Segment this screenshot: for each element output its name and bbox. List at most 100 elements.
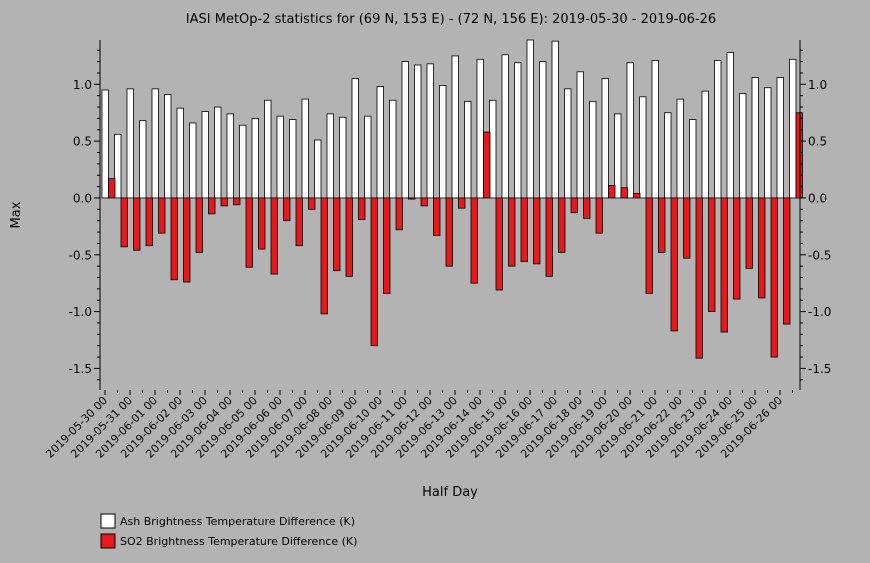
so2-bar (545, 197, 553, 277)
ash-bar (751, 77, 759, 199)
ash-bar (226, 113, 234, 199)
ash-bar (364, 115, 372, 199)
so2-bar (620, 187, 628, 199)
ash-bar (451, 55, 459, 199)
y-axis-label: Max (9, 201, 24, 228)
so2-bar (408, 197, 416, 200)
so2-bar (120, 197, 128, 248)
ash-bar (776, 77, 784, 199)
ash-bar (526, 39, 534, 199)
ash-bar (176, 107, 184, 199)
so2-bar (658, 197, 666, 253)
ash-bar (589, 100, 597, 199)
ash-bar (289, 119, 297, 199)
bars-layer (101, 39, 803, 359)
so2-bar (683, 197, 691, 259)
so2-bar (245, 197, 253, 268)
ash-bar (689, 119, 697, 199)
ash-bar (651, 60, 659, 199)
ash-bar (201, 111, 209, 199)
y-tick-label-right: -0.5 (808, 248, 831, 262)
so2-bar (758, 197, 766, 299)
legend-label: SO2 Brightness Temperature Difference (K… (120, 535, 357, 548)
so2-bar (170, 197, 178, 281)
so2-bar (733, 197, 741, 300)
ash-bar (714, 60, 722, 199)
so2-bar (570, 197, 578, 214)
so2-bar (520, 197, 528, 262)
ash-bar (626, 62, 634, 199)
so2-bar (445, 197, 453, 267)
ash-bar (414, 64, 422, 199)
ash-bar (639, 96, 647, 199)
ash-bar (464, 100, 472, 199)
legend-swatch (100, 533, 116, 549)
so2-bar (183, 197, 191, 283)
legend-swatch (100, 513, 116, 529)
so2-bar (195, 197, 203, 253)
so2-bar (145, 197, 153, 247)
ash-bar (726, 52, 734, 199)
so2-bar (670, 197, 678, 332)
ash-bar (326, 113, 334, 199)
legend: Ash Brightness Temperature Difference (K… (100, 513, 357, 549)
so2-bar (158, 197, 166, 234)
ash-bar (564, 88, 572, 199)
y-tick-label-left: 1.0 (73, 78, 92, 92)
ash-bar (314, 139, 322, 199)
ash-bar (476, 58, 484, 199)
y-tick-label-right: 1.0 (808, 78, 827, 92)
ash-bar (264, 99, 272, 199)
so2-bar (645, 197, 653, 294)
y-tick-label-right: -1.0 (808, 305, 831, 319)
so2-bar (708, 197, 716, 312)
y-tick-label-right: -1.5 (808, 362, 831, 376)
ash-bar (676, 98, 684, 199)
ash-bar (389, 99, 397, 199)
ash-bar (276, 115, 284, 199)
ash-bar (401, 61, 409, 199)
ash-bar (239, 124, 247, 199)
so2-bar (533, 197, 541, 265)
so2-bar (220, 197, 228, 207)
ash-bar (489, 99, 497, 199)
ash-bar (426, 63, 434, 199)
ash-bar (789, 58, 797, 199)
so2-bar (208, 197, 216, 215)
so2-bar (108, 178, 116, 199)
so2-bar (558, 197, 566, 253)
so2-bar (433, 197, 441, 236)
so2-bar (320, 197, 328, 315)
ash-bar (514, 62, 522, 199)
x-axis-label: Half Day (422, 485, 478, 500)
so2-bar (458, 197, 466, 209)
ash-bar (701, 90, 709, 199)
ash-bar (189, 122, 197, 199)
ash-bar (164, 94, 172, 199)
y-tick-label-left: 0.0 (73, 191, 92, 205)
so2-bar (283, 197, 291, 222)
so2-bar (270, 197, 278, 275)
ash-bar (339, 116, 347, 199)
so2-bar (420, 197, 428, 207)
so2-bar (483, 131, 491, 199)
ash-bar (101, 89, 109, 199)
ash-bar (764, 87, 772, 199)
so2-bar (295, 197, 303, 247)
y-tick-label-left: -0.5 (69, 248, 92, 262)
ash-bar (151, 88, 159, 199)
ash-bar (439, 85, 447, 199)
ash-bar (664, 112, 672, 199)
y-tick-label-right: 0.5 (808, 135, 827, 149)
so2-bar (770, 197, 778, 358)
y-tick-label-right: 0.0 (808, 191, 827, 205)
so2-bar (395, 197, 403, 231)
so2-bar (608, 185, 616, 199)
ash-bar (551, 40, 559, 199)
so2-bar (795, 112, 803, 199)
ash-bar (501, 54, 509, 199)
axes-layer: 1.0 1.0 0.5 0.5 0.0 0.0 -0.5 -0.5 -1.0 -1.0 -1.5 -1… (43, 40, 831, 461)
ash-bar (351, 78, 359, 199)
so2-bar (345, 197, 353, 277)
so2-bar (333, 197, 341, 272)
